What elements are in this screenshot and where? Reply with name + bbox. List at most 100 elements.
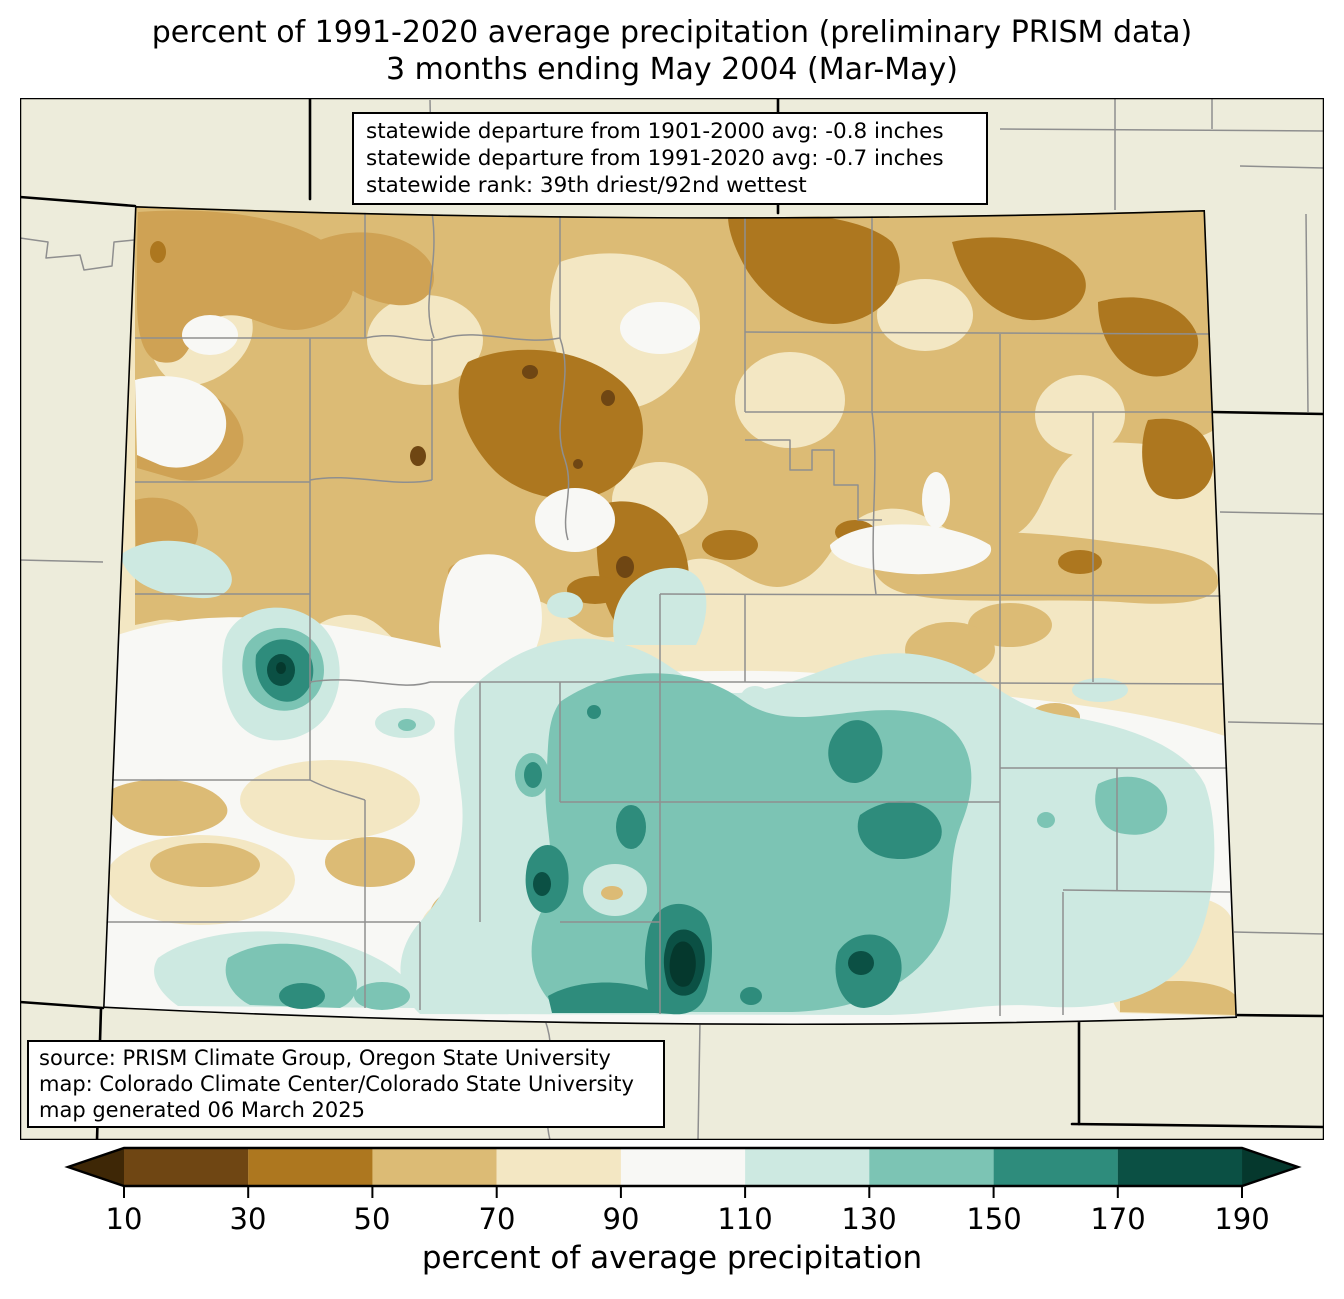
contour-region: [524, 762, 542, 788]
colorbar-ticks: [123, 1186, 1243, 1198]
contour-region: [740, 987, 762, 1005]
colorbar-tick-label: 90: [602, 1202, 640, 1236]
contour-region: [533, 872, 551, 896]
colorbar-segment: [620, 1148, 746, 1186]
contour-region: [320, 232, 435, 306]
title-line-1: percent of 1991-2020 average precipitati…: [151, 15, 1193, 50]
contour-region: [616, 556, 634, 578]
county-line: [871, 411, 877, 595]
colorbar-tick-label: 190: [1214, 1202, 1270, 1236]
contour-region: [573, 459, 583, 469]
contour-region: [1142, 418, 1214, 500]
contour-region: [636, 693, 670, 731]
contour-region: [410, 446, 426, 466]
county-line: [20, 237, 135, 271]
state-border-line: [1070, 1122, 1324, 1129]
source-line: source: PRISM Climate Group, Oregon Stat…: [39, 1046, 611, 1070]
state-border-line: [20, 195, 137, 208]
state-border-line: [1230, 1013, 1324, 1018]
contour-region: [702, 530, 758, 560]
county-line: [1233, 931, 1324, 935]
contour-region: [535, 488, 615, 552]
colorbar-segment: [372, 1148, 497, 1186]
county-line: [20, 559, 104, 563]
colorbar-over-arrow: [1242, 1148, 1298, 1186]
contour-region: [276, 662, 286, 674]
colorbar-segment: [745, 1148, 870, 1186]
contour-region: [828, 720, 883, 784]
contour-region: [587, 705, 601, 719]
stats-line-departure-1901: statewide departure from 1901-2000 avg: …: [366, 119, 944, 144]
contour-region: [548, 982, 660, 1013]
county-line: [999, 128, 1324, 132]
colorbar-tick-label: 50: [353, 1202, 391, 1236]
contour-region: [735, 352, 845, 448]
colorbar-segment: [248, 1148, 373, 1186]
statewide-stats-box: statewide departure from 1901-2000 avg: …: [352, 112, 988, 205]
colorbar-tick-label: 170: [1090, 1202, 1146, 1236]
contour-region: [620, 302, 700, 354]
contour-region: [398, 719, 416, 731]
contour-region: [1035, 375, 1125, 455]
contour-region: [848, 951, 874, 975]
contour-region: [952, 237, 1086, 321]
contour-region: [968, 603, 1052, 647]
county-line: [744, 331, 1214, 335]
colorbar-segment: [869, 1148, 994, 1186]
contour-region: [728, 213, 900, 324]
contour-region: [240, 760, 420, 840]
county-line: [744, 681, 1229, 685]
contour-region: [150, 241, 166, 263]
colorbar-tick-label: 110: [717, 1202, 773, 1236]
colorbar-axis-label: percent of average precipitation: [421, 1240, 923, 1276]
contour-region: [601, 390, 615, 406]
contour-region: [741, 686, 769, 708]
title-line-2: 3 months ending May 2004 (Mar-May): [386, 52, 958, 87]
contour-region: [225, 943, 357, 1008]
colorbar: [64, 1146, 1302, 1198]
county-line: [1227, 721, 1324, 725]
contour-region: [616, 805, 646, 849]
state-border-line: [1211, 410, 1324, 416]
contour-region: [458, 349, 643, 499]
colorado-contours: [103, 206, 1237, 1026]
contour-region: [566, 652, 594, 688]
colorbar-under-arrow: [68, 1148, 124, 1186]
colorbar-tick-label: 70: [478, 1202, 516, 1236]
colorbar-segment: [1117, 1148, 1243, 1186]
contour-region: [1072, 678, 1128, 702]
colorbar-segment: [496, 1148, 621, 1186]
contour-region: [830, 524, 992, 575]
county-line: [1219, 511, 1324, 515]
county-line: [309, 679, 431, 686]
county-line: [309, 477, 433, 483]
county-line: [428, 211, 435, 339]
county-line: [1062, 889, 1231, 893]
county-line: [559, 337, 570, 541]
contour-region: [108, 779, 228, 836]
contour-region: [522, 365, 538, 379]
county-line: [309, 779, 366, 801]
contour-region: [120, 540, 232, 599]
generated-date-line: map generated 06 March 2025: [39, 1098, 366, 1122]
colorbar-tick-label: 10: [105, 1202, 143, 1236]
contour-region: [1098, 297, 1199, 377]
county-line: [697, 1021, 701, 1140]
stats-line-rank: statewide rank: 39th driest/92nd wettest: [366, 173, 807, 198]
contour-region: [547, 592, 583, 618]
colorbar-segment: [124, 1148, 249, 1186]
contour-region: [1037, 812, 1055, 828]
state-border-line: [20, 1000, 105, 1010]
contour-region: [182, 315, 238, 355]
contour-region: [601, 886, 623, 900]
colorbar-segment: [993, 1148, 1118, 1186]
source-credit-box: source: PRISM Climate Group, Oregon Stat…: [27, 1040, 665, 1128]
colorbar-tick-label: 130: [841, 1202, 897, 1236]
county-line: [745, 439, 882, 521]
colorbar-tick-label: 150: [966, 1202, 1022, 1236]
contour-region: [857, 801, 942, 860]
county-line: [659, 593, 1229, 597]
contour-region: [1095, 776, 1168, 835]
contour-region: [325, 837, 415, 887]
